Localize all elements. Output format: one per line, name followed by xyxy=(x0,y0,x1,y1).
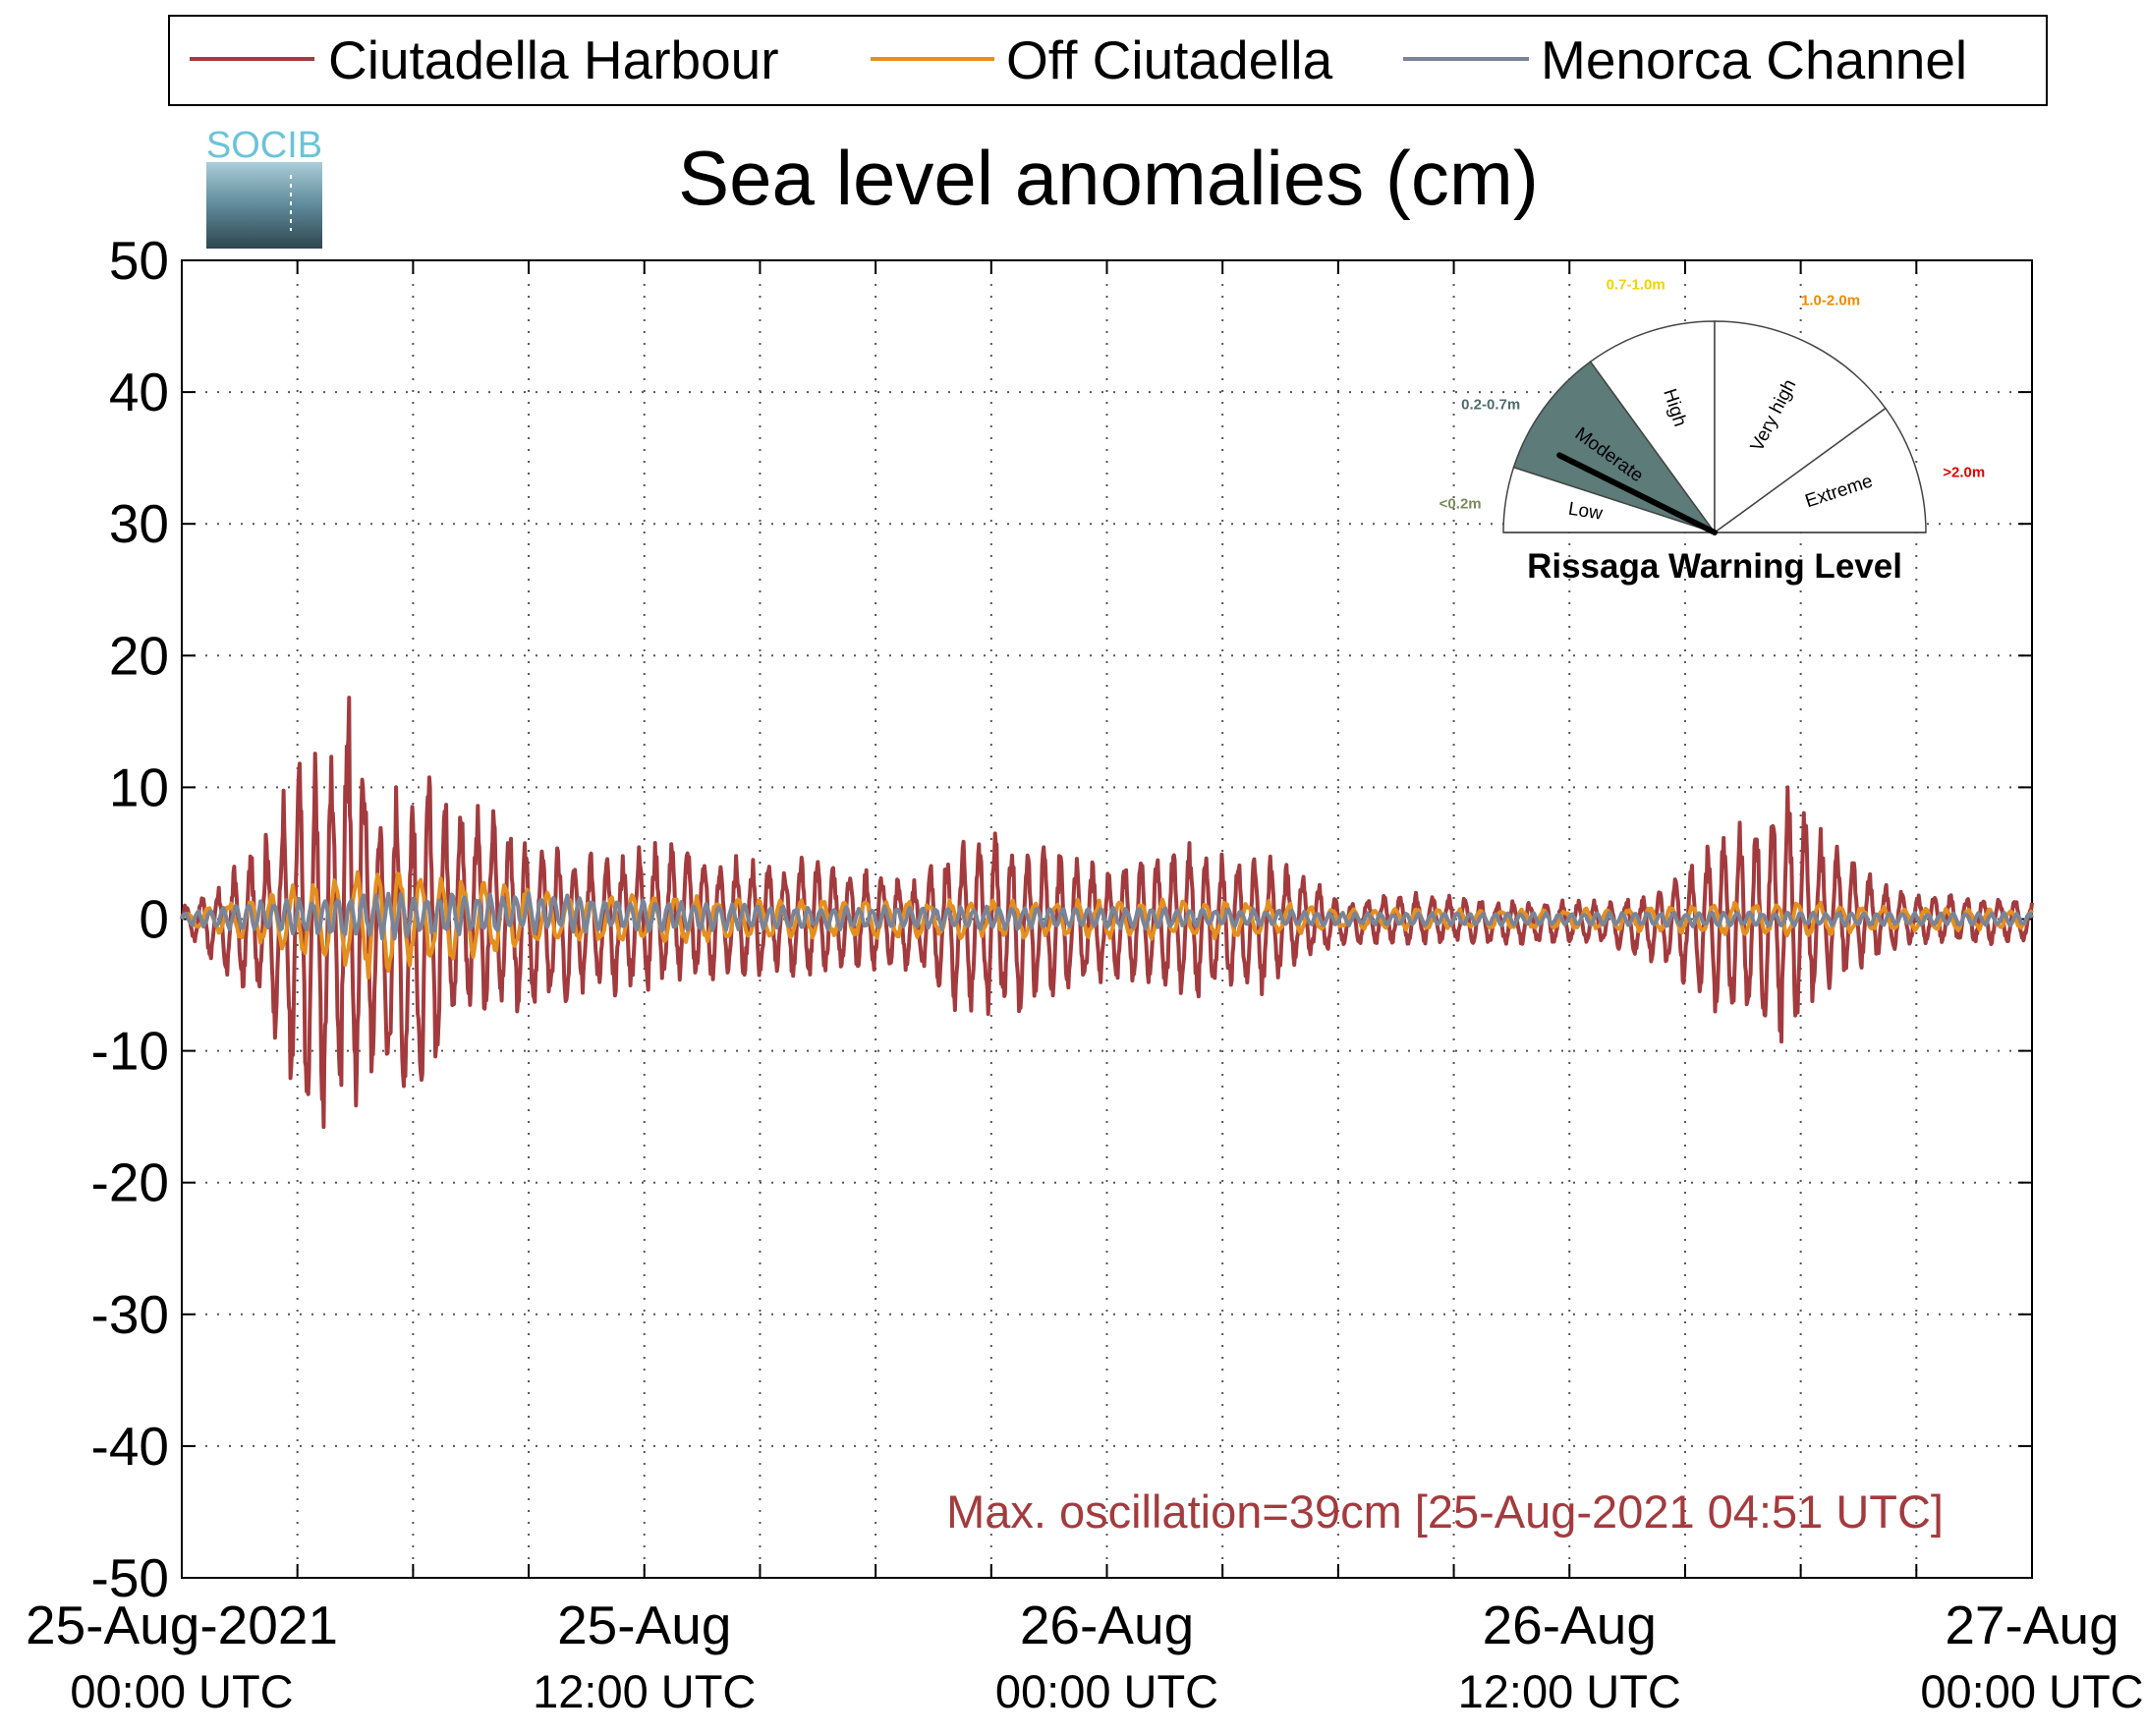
gauge-range-label: 0.7-1.0m xyxy=(1607,277,1665,294)
y-tick-label: 10 xyxy=(109,756,169,817)
x-tick-label-date: 25-Aug-2021 xyxy=(26,1595,338,1655)
logo-gradient-block xyxy=(206,162,322,249)
x-tick-label-time: 12:00 UTC xyxy=(1458,1665,1681,1717)
y-tick-label: -30 xyxy=(91,1284,170,1345)
legend-label-ciutadella-harbour: Ciutadella Harbour xyxy=(328,29,779,90)
legend-label-off-ciutadella: Off Ciutadella xyxy=(1006,29,1333,90)
gauge-sector-moderate xyxy=(1512,361,1717,534)
gauge-range-label: >2.0m xyxy=(1943,464,1985,480)
gauge-range-label: <0.2m xyxy=(1439,496,1482,513)
x-tick-label-date: 25-Aug xyxy=(557,1595,731,1655)
logo-text: SOCIB xyxy=(206,125,322,166)
max-oscillation-annotation: Max. oscillation=39cm [25-Aug-2021 04:51… xyxy=(946,1485,1944,1538)
y-axis: 50 40 30 20 10 0 -10 -20 -30 -40 -50 xyxy=(91,230,2032,1608)
gauge-title: Rissaga Warning Level xyxy=(1527,547,1902,586)
grid xyxy=(182,260,2032,1578)
gauge-range-label: 1.0-2.0m xyxy=(1801,292,1860,308)
series-line-menorca-channel xyxy=(180,891,2034,941)
gauge-sector-extreme xyxy=(1712,407,1927,533)
x-tick-label-time: 00:00 UTC xyxy=(1920,1665,2143,1717)
y-tick-label: 0 xyxy=(139,889,169,950)
legend-box xyxy=(168,15,2048,106)
socib-logo: SOCIB xyxy=(206,125,322,249)
x-tick-label-date: 27-Aug xyxy=(1945,1595,2118,1655)
gauge-range-label: 0.2-0.7m xyxy=(1461,397,1520,414)
x-tick-label-date: 26-Aug xyxy=(1020,1595,1194,1655)
gauge-sector-high xyxy=(1589,320,1716,535)
x-tick-label-date: 26-Aug xyxy=(1483,1595,1657,1655)
x-tick-label-time: 00:00 UTC xyxy=(995,1665,1218,1717)
legend: Ciutadella Harbour Off Ciutadella Menorc… xyxy=(168,15,2048,106)
gauge-needle xyxy=(1556,452,1718,535)
gauge-sector-very-high xyxy=(1714,320,1887,534)
x-tick-label-time: 00:00 UTC xyxy=(70,1665,293,1717)
legend-label-menorca-channel: Menorca Channel xyxy=(1541,29,1967,90)
series-line-ciutadella-harbour xyxy=(180,696,2034,1130)
series-layer xyxy=(180,696,2034,1130)
y-tick-label: -40 xyxy=(91,1416,170,1477)
y-tick-label: -50 xyxy=(91,1547,170,1608)
chart-title: Sea level anomalies (cm) xyxy=(678,135,1539,221)
y-tick-label: 50 xyxy=(109,230,169,291)
y-tick-label: -20 xyxy=(91,1152,170,1213)
y-tick-label: -10 xyxy=(91,1021,170,1082)
y-tick-label: 40 xyxy=(109,362,169,422)
y-tick-label: 30 xyxy=(109,493,169,554)
series-line-off-ciutadella xyxy=(180,869,2034,980)
x-axis: 25-Aug-2021 00:00 UTC 25-Aug 12:00 UTC 26-Au… xyxy=(26,260,2144,1717)
y-tick-label: 20 xyxy=(109,625,169,686)
x-tick-label-time: 12:00 UTC xyxy=(533,1665,756,1717)
